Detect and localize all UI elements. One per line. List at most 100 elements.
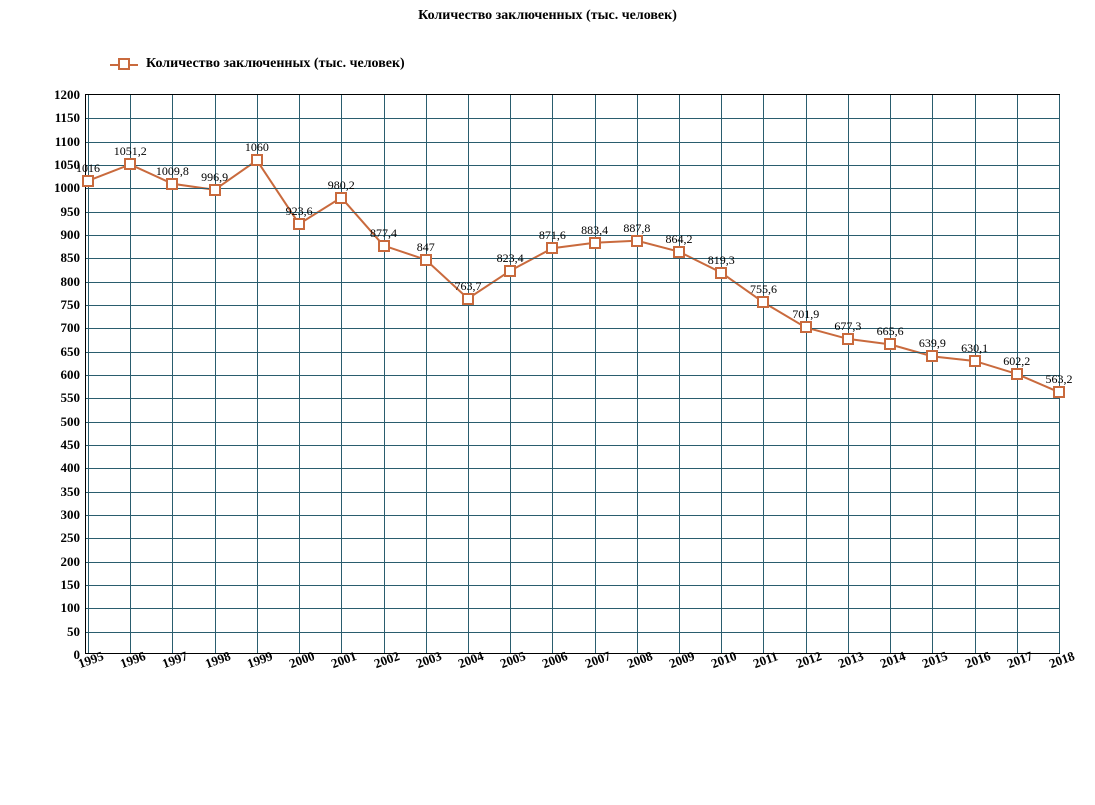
grid-line-vertical — [384, 95, 385, 653]
grid-line-vertical — [426, 95, 427, 653]
y-axis-tick-label: 1150 — [55, 110, 80, 126]
data-point-marker — [209, 184, 221, 196]
y-axis-tick-label: 550 — [61, 390, 81, 406]
grid-line-vertical — [848, 95, 849, 653]
data-point-label: 677,3 — [834, 319, 861, 334]
y-axis-tick-label: 500 — [61, 414, 81, 430]
y-axis-tick-label: 750 — [61, 297, 81, 313]
data-point-label: 923,6 — [286, 204, 313, 219]
data-point-label: 630,1 — [961, 341, 988, 356]
grid-line-horizontal — [86, 375, 1059, 376]
y-axis-tick-label: 1100 — [55, 134, 80, 150]
grid-line-horizontal — [86, 352, 1059, 353]
data-point-label: 883,4 — [581, 223, 608, 238]
data-point-marker — [842, 333, 854, 345]
data-point-label: 755,6 — [750, 282, 777, 297]
data-point-label: 701,9 — [792, 307, 819, 322]
y-axis-tick-label: 50 — [67, 624, 80, 640]
grid-line-vertical — [130, 95, 131, 653]
y-axis-tick-label: 100 — [61, 600, 81, 616]
y-axis-tick-label: 800 — [61, 274, 81, 290]
data-point-marker — [124, 158, 136, 170]
data-point-label: 980,2 — [328, 178, 355, 193]
y-axis-tick-label: 300 — [61, 507, 81, 523]
chart-title: Количество заключенных (тыс. человек) — [0, 8, 1095, 24]
data-point-marker — [1053, 386, 1065, 398]
grid-line-horizontal — [86, 515, 1059, 516]
grid-line-horizontal — [86, 398, 1059, 399]
grid-line-horizontal — [86, 165, 1059, 166]
grid-line-horizontal — [86, 562, 1059, 563]
data-point-marker — [715, 267, 727, 279]
data-point-marker — [293, 218, 305, 230]
grid-line-vertical — [552, 95, 553, 653]
data-point-label: 639,9 — [919, 336, 946, 351]
data-point-label: 823,4 — [497, 251, 524, 266]
x-axis-tick-label: 1995 — [76, 648, 106, 672]
data-point-marker — [757, 296, 769, 308]
grid-line-horizontal — [86, 235, 1059, 236]
y-axis-tick-label: 700 — [61, 320, 81, 336]
data-point-marker — [420, 254, 432, 266]
grid-line-horizontal — [86, 328, 1059, 329]
grid-line-horizontal — [86, 118, 1059, 119]
data-point-marker — [800, 321, 812, 333]
data-point-label: 665,6 — [877, 324, 904, 339]
grid-line-vertical — [510, 95, 511, 653]
legend-label: Количество заключенных (тыс. человек) — [146, 56, 405, 72]
data-point-label: 819,3 — [708, 253, 735, 268]
data-point-marker — [504, 265, 516, 277]
grid-line-horizontal — [86, 212, 1059, 213]
grid-line-vertical — [468, 95, 469, 653]
y-axis-tick-label: 1000 — [54, 180, 80, 196]
grid-line-vertical — [595, 95, 596, 653]
data-point-label: 847 — [417, 240, 435, 255]
y-axis-tick-label: 150 — [61, 577, 81, 593]
data-point-marker — [589, 237, 601, 249]
data-point-label: 887,8 — [623, 221, 650, 236]
y-axis-tick-label: 950 — [61, 204, 81, 220]
data-point-label: 563,2 — [1046, 372, 1073, 387]
data-point-label: 877,4 — [370, 226, 397, 241]
grid-line-vertical — [932, 95, 933, 653]
y-axis-tick-label: 400 — [61, 460, 81, 476]
y-axis-tick-label: 650 — [61, 344, 81, 360]
grid-line-horizontal — [86, 468, 1059, 469]
data-point-marker — [82, 175, 94, 187]
data-point-marker — [378, 240, 390, 252]
data-point-marker — [546, 242, 558, 254]
grid-line-horizontal — [86, 258, 1059, 259]
legend-marker-icon — [118, 58, 130, 70]
data-point-label: 1051,2 — [114, 144, 147, 159]
y-axis-tick-label: 1200 — [54, 87, 80, 103]
y-axis-tick-label: 200 — [61, 554, 81, 570]
y-axis-tick-label: 250 — [61, 530, 81, 546]
grid-line-vertical — [806, 95, 807, 653]
grid-line-vertical — [679, 95, 680, 653]
data-point-marker — [251, 154, 263, 166]
grid-line-horizontal — [86, 585, 1059, 586]
data-point-marker — [673, 246, 685, 258]
grid-line-vertical — [257, 95, 258, 653]
grid-line-horizontal — [86, 632, 1059, 633]
data-point-marker — [462, 293, 474, 305]
grid-line-vertical — [763, 95, 764, 653]
data-point-label: 1009,8 — [156, 164, 189, 179]
data-point-marker — [884, 338, 896, 350]
plot-area: 0501001502002503003504004505005506006507… — [85, 94, 1060, 654]
grid-line-horizontal — [86, 538, 1059, 539]
data-point-marker — [969, 355, 981, 367]
series-line — [86, 95, 1059, 653]
grid-line-horizontal — [86, 445, 1059, 446]
data-point-label: 1016 — [76, 161, 100, 176]
y-axis-tick-label: 350 — [61, 484, 81, 500]
data-point-marker — [1011, 368, 1023, 380]
grid-line-vertical — [637, 95, 638, 653]
y-axis-tick-label: 900 — [61, 227, 81, 243]
grid-line-horizontal — [86, 422, 1059, 423]
y-axis-tick-label: 600 — [61, 367, 81, 383]
data-point-marker — [631, 235, 643, 247]
y-axis-tick-label: 450 — [61, 437, 81, 453]
legend: Количество заключенных (тыс. человек) — [110, 56, 405, 72]
grid-line-horizontal — [86, 608, 1059, 609]
